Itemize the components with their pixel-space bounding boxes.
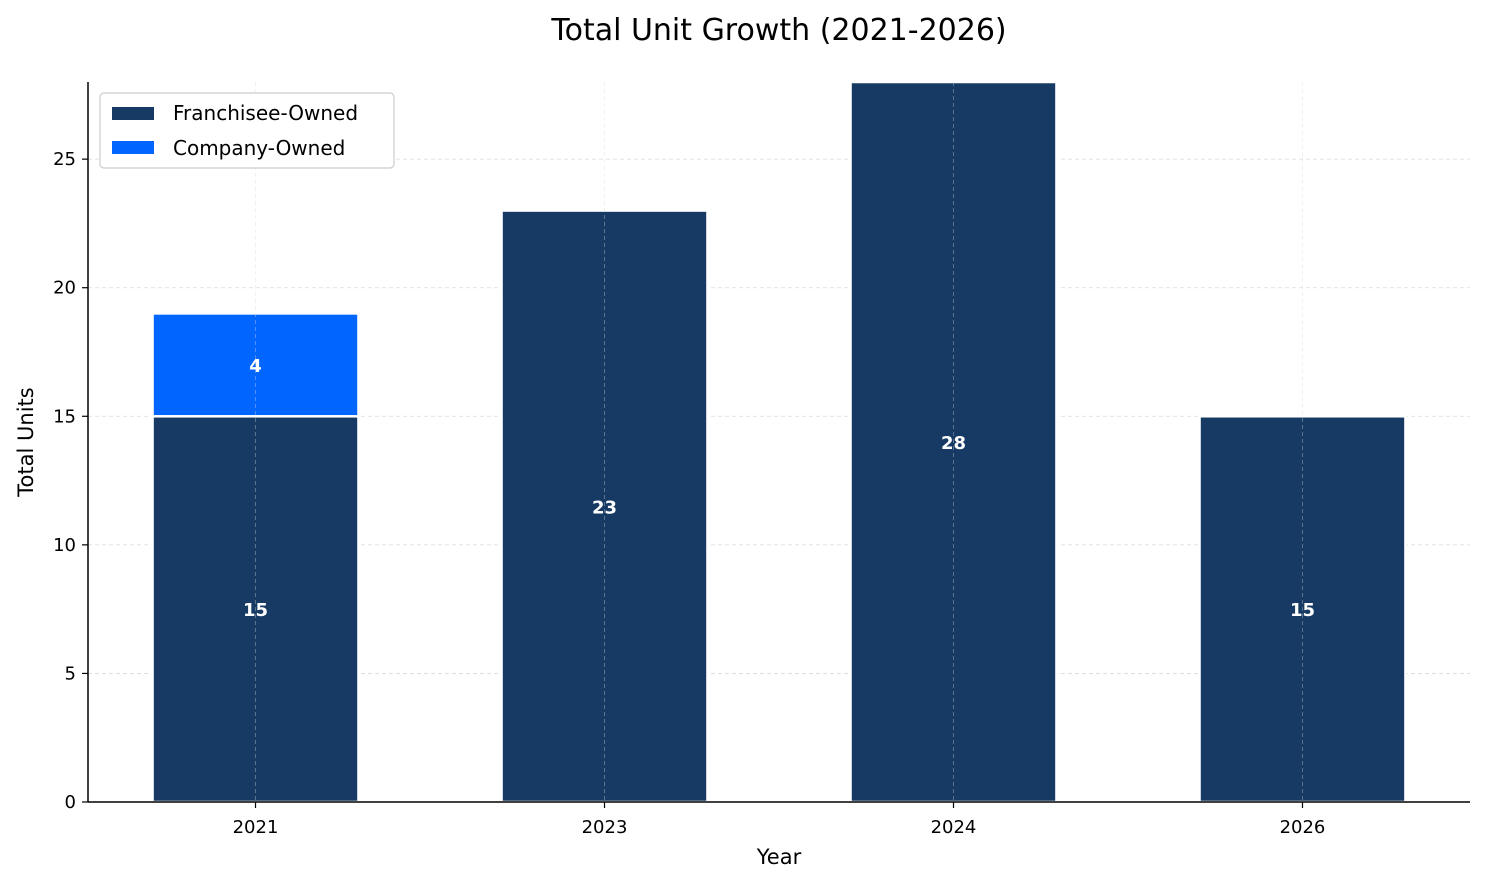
y-tick-label: 0 [65, 792, 76, 813]
y-tick-label: 25 [53, 149, 76, 170]
bar-franchisee-owned [151, 415, 360, 804]
data-labels-layer: 15 4 23 28 15 [243, 356, 1315, 621]
bars-layer [151, 80, 1407, 804]
x-tick-label: 2024 [931, 817, 977, 838]
bar-company-owned [151, 312, 360, 418]
y-axis-label: Total Units [14, 387, 38, 497]
y-tick-label: 15 [53, 406, 76, 427]
legend-label-company: Company-Owned [173, 136, 345, 160]
legend-swatch-company [112, 141, 154, 154]
legend-swatch-franchisee [112, 107, 154, 120]
y-tick-label: 20 [53, 278, 76, 299]
chart-title: Total Unit Growth (2021-2026) [550, 13, 1006, 48]
axes-layer [87, 82, 1470, 803]
bar-franchisee-owned [849, 80, 1058, 804]
legend: Franchisee-Owned Company-Owned [99, 92, 395, 169]
bar-value-label: 28 [941, 433, 966, 454]
legend-label-franchisee: Franchisee-Owned [173, 101, 358, 125]
bar-value-label: 23 [592, 497, 617, 518]
y-tick-label: 5 [65, 663, 76, 684]
bar-franchisee-owned [1198, 415, 1407, 804]
bar-value-label: 4 [249, 356, 262, 377]
x-tick-label: 2021 [233, 817, 279, 838]
legend-frame [99, 92, 395, 169]
bar-value-label: 15 [243, 600, 268, 621]
ticks-layer: 0 5 10 15 20 25 2021 2023 2024 2026 [53, 149, 1325, 838]
y-tick-label: 10 [53, 535, 76, 556]
bar-franchisee-owned [500, 209, 709, 804]
x-axis-label: Year [756, 845, 802, 869]
x-tick-label: 2026 [1280, 817, 1326, 838]
bar-value-label: 15 [1290, 600, 1315, 621]
x-tick-label: 2023 [582, 817, 628, 838]
